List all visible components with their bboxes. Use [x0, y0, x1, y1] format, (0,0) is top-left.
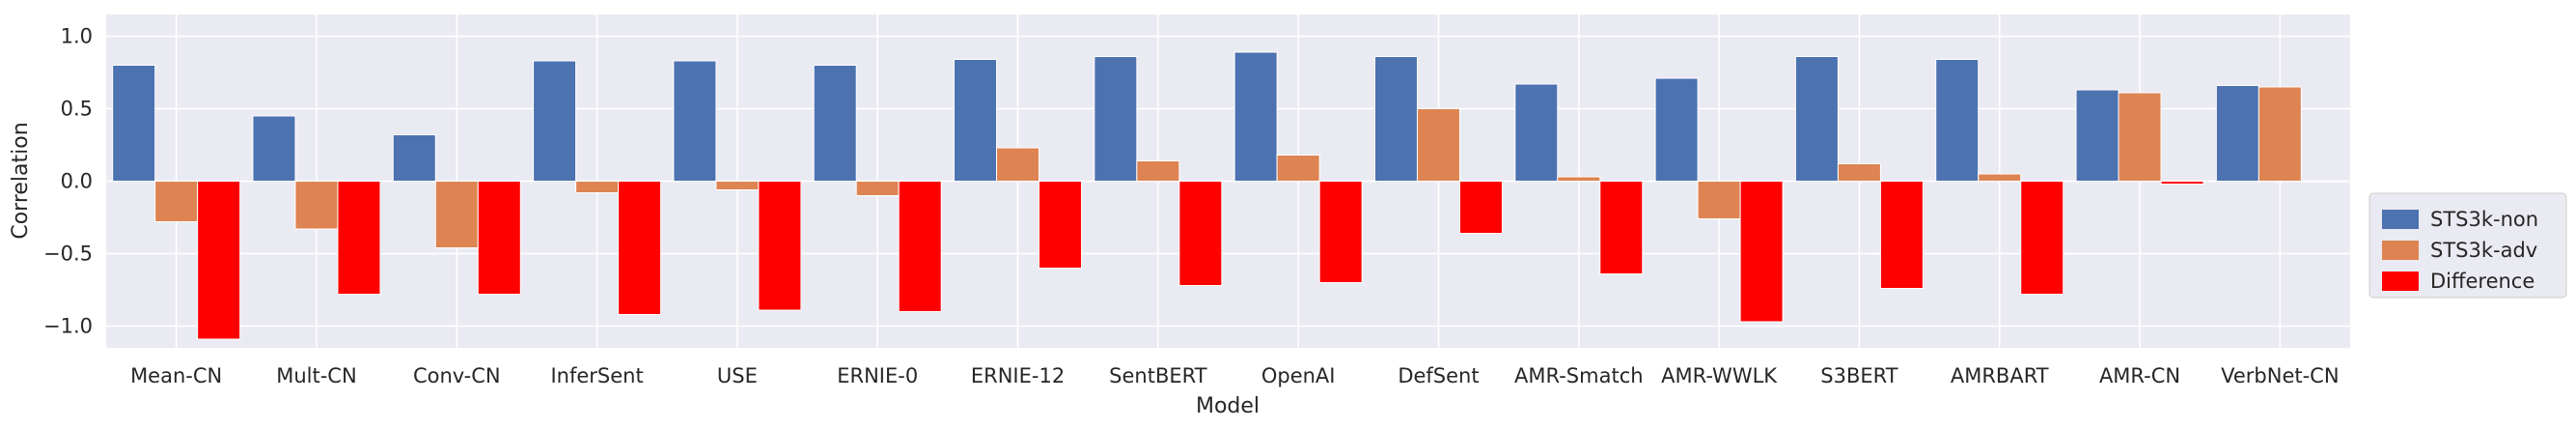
bar-difference — [1318, 181, 1363, 283]
x-tick-label: ERNIE-0 — [837, 364, 918, 387]
bar-sts3k-non — [392, 134, 436, 182]
bar-sts3k-non — [1794, 56, 1839, 182]
x-tick-label: AMR-Smatch — [1514, 364, 1644, 387]
bar-sts3k-adv — [996, 147, 1040, 182]
bar-sts3k-adv — [1136, 160, 1180, 182]
bar-sts3k-non — [112, 65, 156, 182]
bar-difference — [337, 181, 381, 295]
bar-difference — [1039, 181, 1083, 269]
bar-sts3k-adv — [855, 181, 900, 196]
bar-sts3k-non — [1935, 59, 1980, 182]
bar-sts3k-non — [2215, 85, 2259, 182]
bar-sts3k-adv — [1697, 181, 1741, 219]
bar-sts3k-non — [2075, 89, 2119, 182]
bar-sts3k-adv — [2118, 92, 2162, 182]
bars — [112, 51, 2344, 340]
bar-sts3k-non — [813, 65, 857, 182]
x-tick-label: OpenAI — [1261, 364, 1336, 387]
legend-swatch — [2382, 272, 2419, 291]
x-tick-label: ERNIE-12 — [971, 364, 1065, 387]
x-tick-label: USE — [717, 364, 758, 387]
x-tick-label: SentBERT — [1109, 364, 1207, 387]
bar-difference — [2300, 181, 2344, 183]
legend-swatch — [2382, 210, 2419, 229]
bar-difference — [1458, 181, 1503, 234]
bar-sts3k-adv — [1416, 108, 1460, 182]
bar-sts3k-non — [1373, 56, 1418, 182]
bar-difference — [618, 181, 662, 315]
bar-sts3k-adv — [154, 181, 199, 222]
bar-sts3k-non — [954, 59, 998, 182]
bar-sts3k-non — [1514, 83, 1559, 182]
bar-sts3k-adv — [2257, 86, 2302, 182]
legend-label: Difference — [2430, 270, 2534, 293]
x-tick-label: S3BERT — [1820, 364, 1897, 387]
bar-difference — [1879, 181, 1924, 289]
x-tick-label: InferSent — [550, 364, 643, 387]
bar-sts3k-adv — [434, 181, 479, 248]
x-tick-label: DefSent — [1398, 364, 1479, 387]
bar-difference — [2020, 181, 2064, 295]
legend: STS3k-non STS3k-adv Difference — [2368, 192, 2567, 299]
bar-sts3k-adv — [1276, 155, 1320, 182]
bar-difference — [758, 181, 802, 311]
bar-sts3k-adv — [1978, 173, 2022, 182]
y-tick-label: 0.0 — [61, 170, 93, 193]
y-axis-ticks: 1.0 0.5 0.0 −0.5 −1.0 — [43, 25, 93, 338]
x-tick-label: AMR-WWLK — [1661, 364, 1778, 387]
bar-sts3k-adv — [575, 181, 620, 193]
bar-sts3k-adv — [1837, 163, 1881, 182]
bar-sts3k-adv — [294, 181, 339, 230]
bar-sts3k-non — [252, 115, 296, 182]
y-tick-label: 0.5 — [61, 98, 93, 121]
bar-difference — [477, 181, 521, 295]
x-tick-label: Conv-CN — [413, 364, 501, 387]
bar-sts3k-non — [533, 60, 577, 182]
x-tick-label: Mean-CN — [130, 364, 222, 387]
legend-label: STS3k-adv — [2430, 239, 2537, 262]
x-tick-label: AMRBART — [1951, 364, 2049, 387]
bar-sts3k-non — [1233, 51, 1278, 182]
bar-sts3k-non — [1654, 77, 1699, 182]
bar-sts3k-adv — [1557, 176, 1601, 182]
bar-difference — [197, 181, 241, 340]
x-axis-ticks: Mean-CN Mult-CN Conv-CN InferSent USE ERNIE-0… — [130, 364, 2339, 387]
bar-difference — [1599, 181, 1644, 274]
legend-label: STS3k-non — [2430, 208, 2538, 231]
bar-difference — [898, 181, 942, 312]
y-tick-label: −1.0 — [43, 315, 93, 338]
x-tick-label: VerbNet-CN — [2221, 364, 2339, 387]
y-tick-label: 1.0 — [61, 25, 93, 48]
x-axis-label: Model — [1196, 394, 1260, 418]
y-tick-label: −0.5 — [43, 243, 93, 266]
bar-difference — [2160, 181, 2204, 185]
bar-sts3k-adv — [715, 181, 760, 190]
bar-sts3k-non — [1094, 56, 1138, 182]
x-tick-label: AMR-CN — [2099, 364, 2180, 387]
x-tick-label: Mult-CN — [276, 364, 356, 387]
bar-difference — [1739, 181, 1784, 323]
bar-difference — [1178, 181, 1223, 286]
bar-sts3k-non — [673, 60, 717, 182]
legend-swatch — [2382, 241, 2419, 260]
y-axis-label: Correlation — [9, 122, 33, 239]
